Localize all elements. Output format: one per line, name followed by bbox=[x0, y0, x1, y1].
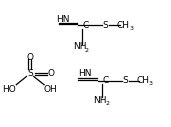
Text: 3: 3 bbox=[129, 26, 133, 31]
Text: C: C bbox=[102, 76, 108, 85]
Text: NH: NH bbox=[93, 96, 107, 105]
Text: S: S bbox=[27, 69, 33, 78]
Text: HO: HO bbox=[3, 85, 16, 94]
Text: CH: CH bbox=[136, 76, 149, 85]
Text: 3: 3 bbox=[149, 81, 153, 86]
Text: OH: OH bbox=[44, 85, 57, 94]
Text: S: S bbox=[122, 76, 128, 85]
Text: O: O bbox=[48, 69, 55, 78]
Text: 2: 2 bbox=[106, 101, 109, 106]
Text: CH: CH bbox=[117, 21, 130, 30]
Text: C: C bbox=[82, 21, 89, 30]
Text: HN: HN bbox=[78, 69, 91, 78]
Text: NH: NH bbox=[73, 43, 86, 51]
Text: O: O bbox=[27, 53, 33, 62]
Text: S: S bbox=[102, 21, 108, 30]
Text: 2: 2 bbox=[85, 48, 89, 53]
Text: HN: HN bbox=[57, 15, 70, 23]
